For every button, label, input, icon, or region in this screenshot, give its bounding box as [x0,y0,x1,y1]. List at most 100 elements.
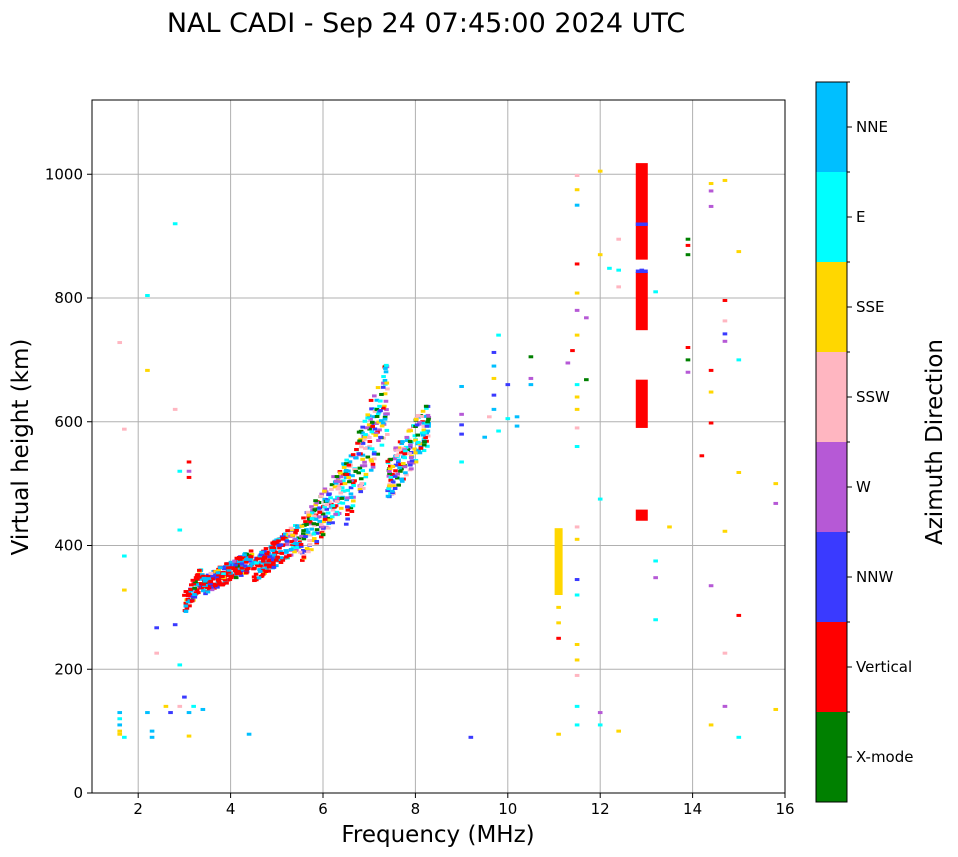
echo-column [635,269,648,274]
echo-cell [363,472,369,476]
echo-cell [307,543,313,547]
echo-cell [339,496,345,500]
echo-cell [338,506,344,510]
colorbar-segment [816,442,847,532]
echo-cell [402,465,408,469]
echo-cell [362,438,367,442]
echo-cell [368,458,374,462]
echo-cell [363,433,368,437]
echo-cell [199,573,205,577]
echo-point [574,445,580,448]
echo-cell [349,509,355,513]
echo-cell [372,394,377,398]
echo-cell [424,424,430,428]
echo-cell [408,463,413,467]
echo-point [168,711,173,715]
echo-cell [280,558,286,562]
echo-cell [397,466,402,470]
echo-cell [207,583,213,587]
echo-cell [371,457,377,461]
echo-cell [403,471,408,475]
echo-cell [212,584,218,588]
echo-cell [215,571,221,575]
echo-point [491,350,497,354]
echo-cell [297,550,303,554]
echo-cell [283,537,289,541]
echo-cell [217,581,222,585]
echo-point [459,432,464,436]
echo-cell [289,540,295,544]
echo-cell [383,370,389,374]
echo-cell [399,477,404,481]
echo-cell [426,415,432,419]
echo-cell [288,547,294,551]
echo-cell [319,525,325,529]
echo-cell [345,505,350,509]
echo-cell [251,575,257,579]
echo-points [117,163,779,739]
echo-cell [362,460,367,464]
echo-cell [380,385,386,389]
colorbar-tick-label: SSW [856,388,890,406]
echo-cell [399,442,405,446]
echo-cell [390,472,395,476]
echo-point [149,735,155,739]
echo-cell [408,443,413,447]
echo-cell [301,532,306,536]
echo-cell [367,436,372,440]
echo-cell [205,573,211,577]
echo-cell [248,557,253,561]
echo-cell [353,456,359,460]
echo-point [556,605,561,609]
echo-cell [329,515,335,519]
echo-cell [289,528,294,532]
echo-cell [355,441,360,445]
echo-cell [327,492,332,496]
echo-cell [278,560,284,564]
echo-cell [234,572,240,576]
echo-cell [388,464,393,468]
echo-point [154,651,159,655]
echo-cell [421,421,427,425]
echo-cell [379,443,385,447]
echo-cell [368,398,374,402]
echo-cell [290,533,295,537]
echo-cell [254,563,260,567]
x-axis-ticks: 2 4 6 8 10 12 14 16 [133,793,795,818]
colorbar-segment [816,172,847,262]
echo-cell [394,476,400,480]
echo-cell [234,556,240,560]
echo-cell [267,555,272,559]
echo-cell [216,573,221,577]
echo-cell [224,581,229,585]
echo-cell [259,550,265,554]
echo-point [122,427,127,431]
echo-cell [373,433,379,437]
y-axis-label: Virtual height (km) [8,339,34,556]
echo-cell [378,435,383,439]
echo-cell [379,392,384,396]
echo-cell [421,428,427,432]
echo-cell [381,375,386,379]
echo-cell [273,540,279,544]
echo-cell [266,559,272,563]
echo-cell [387,469,392,473]
echo-cell [342,482,348,486]
echo-cell [383,412,388,416]
echo-cell [242,553,247,557]
echo-cell [421,443,427,447]
x-tick-label: 4 [226,800,236,818]
echo-cell [319,492,325,496]
echo-cell [276,543,282,547]
echo-cell [280,537,286,541]
echo-cell [378,419,384,423]
echo-cell [308,511,314,515]
echo-cell [385,387,390,391]
echo-cell [360,453,366,457]
echo-cell [425,420,430,424]
x-tick-label: 8 [411,800,421,818]
echo-cell [307,517,312,521]
echo-cell [387,484,392,488]
echo-point [708,723,714,727]
echo-point [482,435,488,439]
